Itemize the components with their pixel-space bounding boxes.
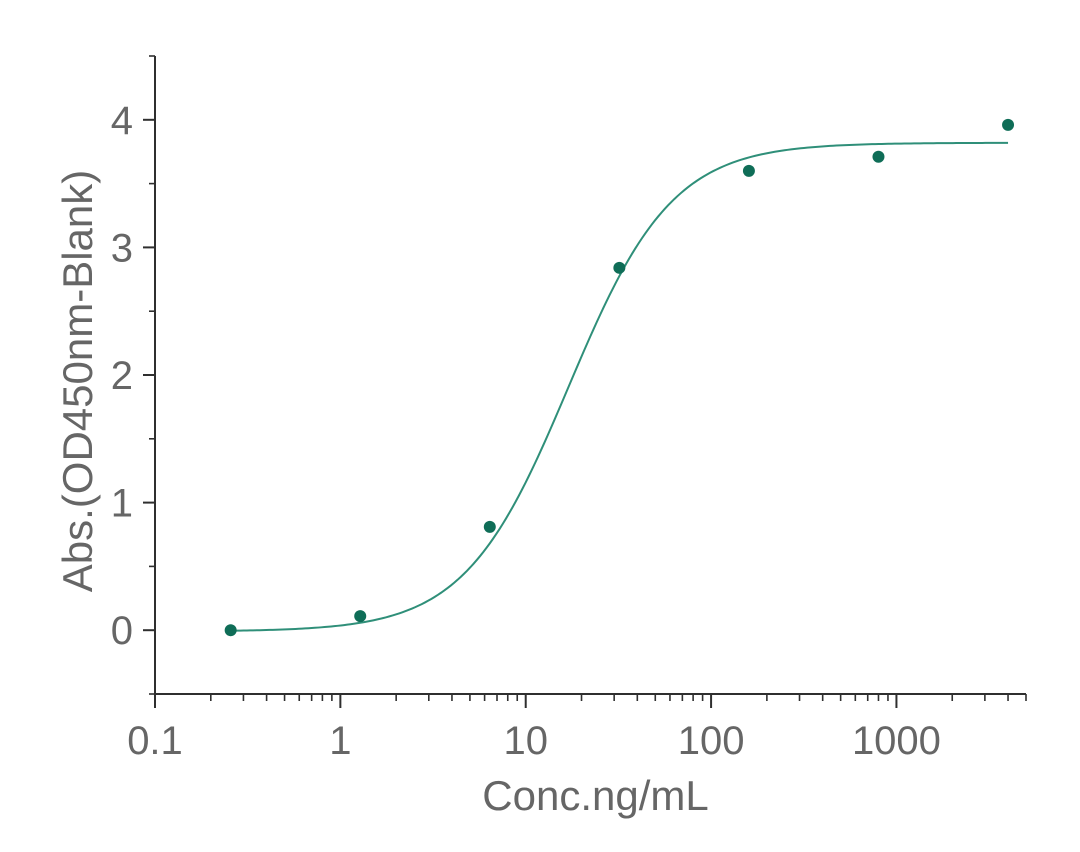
- fit-curve-layer: [230, 141, 1009, 632]
- x-axis-title: Conc.ng/mL: [482, 772, 708, 819]
- y-tick-label: 0: [111, 609, 133, 653]
- data-point: [1002, 118, 1015, 131]
- data-point: [742, 164, 755, 177]
- x-tick-label: 10: [503, 719, 548, 763]
- y-tick-label: 4: [111, 99, 133, 143]
- x-tick-label: 1: [329, 719, 351, 763]
- y-tick-label: 1: [111, 482, 133, 526]
- data-points-layer: [224, 118, 1015, 637]
- y-tick-label: 3: [111, 226, 133, 270]
- y-tick-label: 2: [111, 354, 133, 398]
- data-point: [613, 261, 626, 274]
- x-tick-label: 1000: [852, 719, 941, 763]
- x-tick-label: 0.1: [127, 719, 183, 763]
- data-point: [872, 150, 885, 163]
- data-point: [483, 520, 496, 533]
- data-point: [354, 610, 367, 623]
- axes-layer: 0 1 2 3 4 0.1 1 10 100 1000: [111, 55, 1027, 763]
- x-tick-label: 100: [678, 719, 745, 763]
- fit-curve: [230, 141, 1009, 632]
- data-point: [224, 624, 237, 637]
- y-axis-title: Abs.(OD450nm-Blank): [54, 170, 101, 592]
